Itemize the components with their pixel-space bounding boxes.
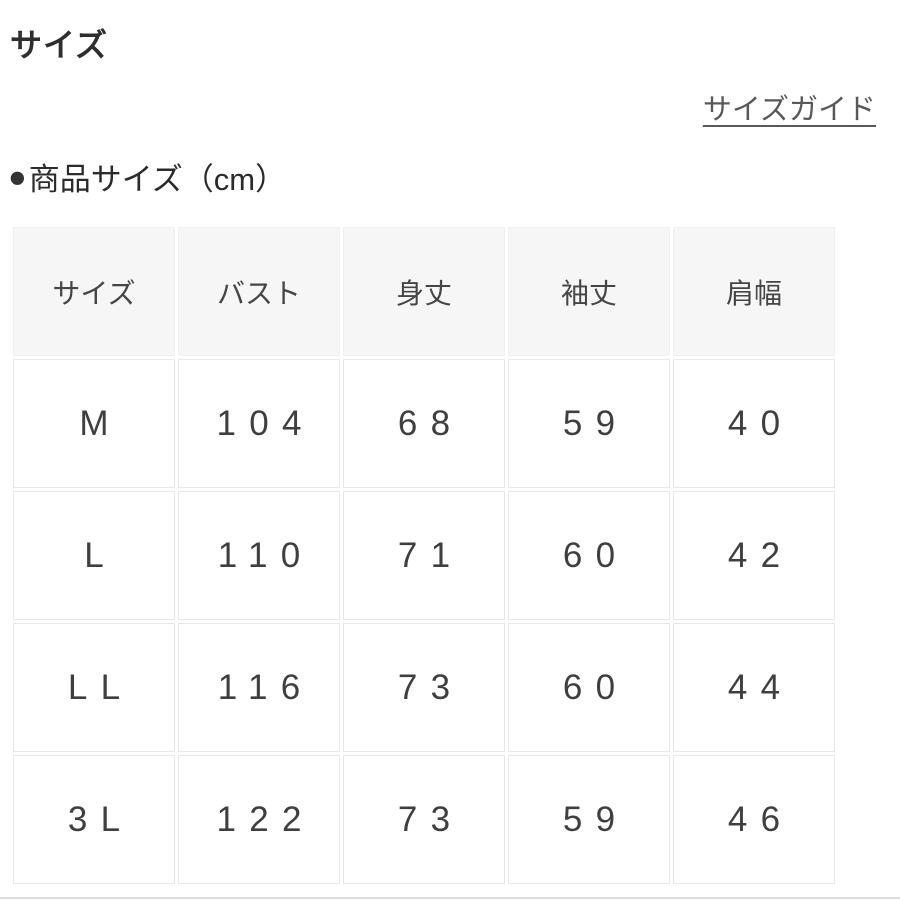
- size-table-header: サイズ バスト 身丈 袖丈 肩幅: [13, 227, 835, 356]
- cell-value: 3L: [67, 799, 134, 839]
- cell-value: M: [79, 403, 122, 443]
- table-cell: 60: [508, 491, 670, 620]
- table-cell: 46: [673, 755, 835, 884]
- table-cell: 40: [673, 359, 835, 488]
- column-header-body-length: 身丈: [343, 227, 505, 356]
- bottom-divider: [0, 897, 900, 899]
- header-row: サイズ バスト 身丈 袖丈 肩幅: [13, 227, 835, 356]
- column-header-shoulder-width: 肩幅: [673, 227, 835, 356]
- table-cell: 59: [508, 755, 670, 884]
- column-header-bust: バスト: [178, 227, 340, 356]
- table-cell: 44: [673, 623, 835, 752]
- table-cell: L: [13, 491, 175, 620]
- table-cell: 42: [673, 491, 835, 620]
- cell-value: 60: [562, 667, 629, 707]
- table-row-l: L 110 71 60 42: [13, 491, 835, 620]
- cell-value: 42: [727, 535, 794, 575]
- cell-value: 104: [216, 403, 315, 443]
- table-cell: LL: [13, 623, 175, 752]
- cell-value: 59: [562, 799, 629, 839]
- size-table-body: M 104 68 59 40 L 110 71 60 42 LL 116 73 …: [13, 359, 835, 884]
- cell-value: 71: [397, 535, 464, 575]
- cell-value: 122: [216, 799, 315, 839]
- cell-value: 60: [562, 535, 629, 575]
- cell-value: L: [84, 535, 118, 575]
- table-cell: 71: [343, 491, 505, 620]
- cell-value: 73: [397, 667, 464, 707]
- column-header-sleeve-length: 袖丈: [508, 227, 670, 356]
- product-size-heading: ● 商品サイズ（cm）: [8, 154, 900, 199]
- table-row-3l: 3L 122 73 59 46: [13, 755, 835, 884]
- size-guide-link-row: サイズガイド: [0, 86, 900, 128]
- size-guide-link[interactable]: サイズガイド: [702, 94, 876, 126]
- cell-value: 110: [217, 535, 314, 575]
- table-cell: 68: [343, 359, 505, 488]
- table-cell: 59: [508, 359, 670, 488]
- column-header-size: サイズ: [13, 227, 175, 356]
- table-cell: 3L: [13, 755, 175, 884]
- product-size-heading-label: 商品サイズ（cm）: [28, 162, 287, 197]
- table-cell: 110: [178, 491, 340, 620]
- table-cell: 122: [178, 755, 340, 884]
- cell-value: LL: [67, 667, 134, 707]
- bullet-icon: ●: [8, 158, 27, 194]
- cell-value: 46: [727, 799, 794, 839]
- table-row-m: M 104 68 59 40: [13, 359, 835, 488]
- table-row-ll: LL 116 73 60 44: [13, 623, 835, 752]
- size-table: サイズ バスト 身丈 袖丈 肩幅 M 104 68 59 40 L 110 71…: [10, 224, 838, 887]
- cell-value: 68: [397, 403, 464, 443]
- table-cell: 73: [343, 755, 505, 884]
- cell-value: 116: [217, 667, 314, 707]
- page-title: サイズ: [10, 27, 109, 63]
- cell-value: 44: [727, 667, 794, 707]
- table-cell: M: [13, 359, 175, 488]
- table-cell: 60: [508, 623, 670, 752]
- cell-value: 40: [727, 403, 794, 443]
- cell-value: 59: [562, 403, 629, 443]
- table-cell: 116: [178, 623, 340, 752]
- cell-value: 73: [397, 799, 464, 839]
- table-cell: 73: [343, 623, 505, 752]
- table-cell: 104: [178, 359, 340, 488]
